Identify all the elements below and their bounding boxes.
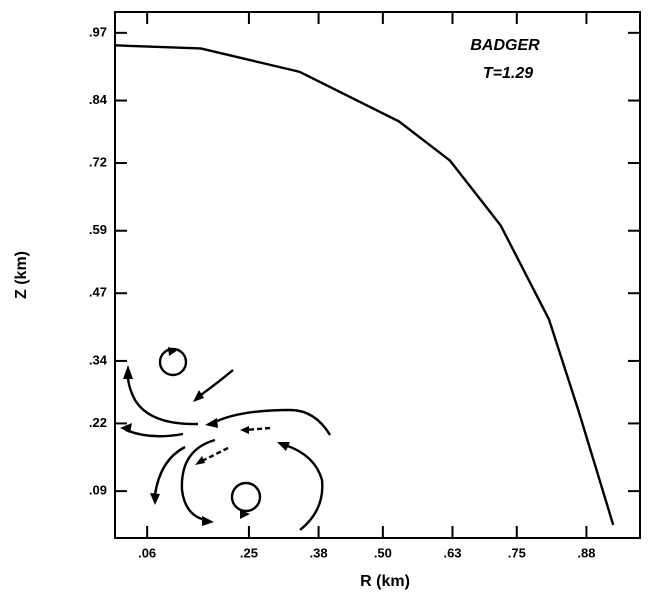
y-tick-label: .34: [89, 352, 108, 367]
plot-frame: [114, 11, 641, 539]
x-tick-label: .25: [240, 545, 258, 560]
annotation: BADGER: [470, 37, 540, 54]
y-tick-label: .47: [89, 285, 107, 300]
x-tick-label: .88: [577, 545, 595, 560]
y-tick-label: .09: [89, 483, 107, 498]
y-tick-label: .97: [89, 24, 107, 39]
x-tick-label: .06: [138, 545, 156, 560]
x-tick-label: .38: [310, 545, 328, 560]
x-tick-label: .75: [508, 545, 526, 560]
annotation: T=1.29: [483, 65, 533, 82]
flow-arrows: [120, 347, 332, 531]
y-tick-label: .84: [89, 92, 108, 107]
x-tick-label: .63: [443, 545, 461, 560]
y-tick-label: .59: [89, 222, 107, 237]
y-tick-label: .72: [89, 154, 107, 169]
y-axis-label: Z (km): [13, 251, 30, 299]
x-axis-label: R (km): [360, 573, 410, 590]
y-tick-label: .22: [89, 415, 107, 430]
x-tick-label: .50: [374, 545, 392, 560]
data-line: [114, 44, 615, 526]
